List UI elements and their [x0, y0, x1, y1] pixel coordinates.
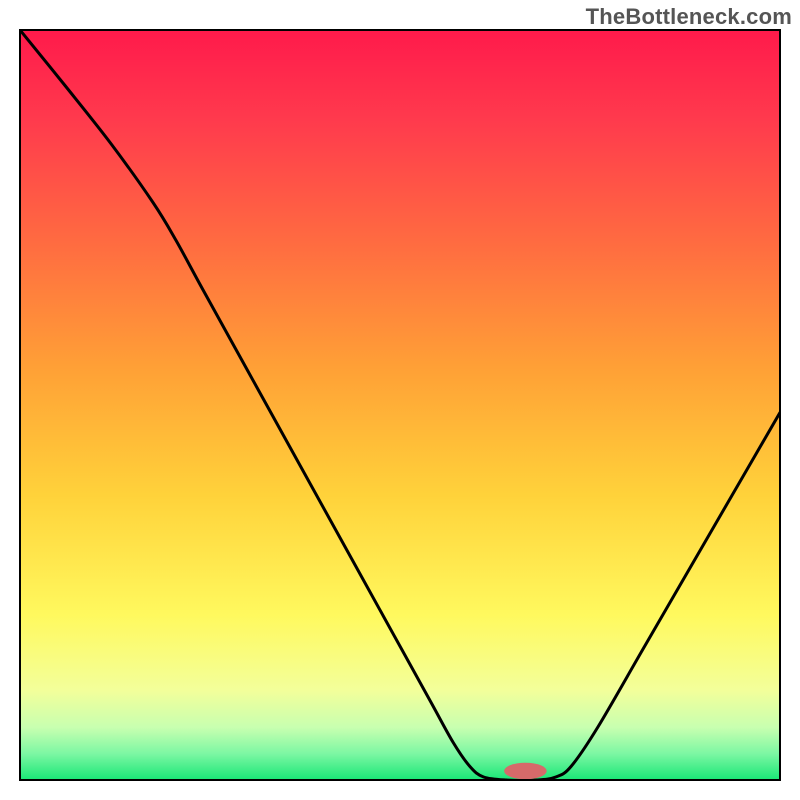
- chart-svg: [0, 0, 800, 800]
- watermark-text: TheBottleneck.com: [586, 4, 792, 30]
- bottleneck-chart: TheBottleneck.com: [0, 0, 800, 800]
- gradient-background: [20, 30, 780, 780]
- optimal-zone-marker: [504, 763, 547, 780]
